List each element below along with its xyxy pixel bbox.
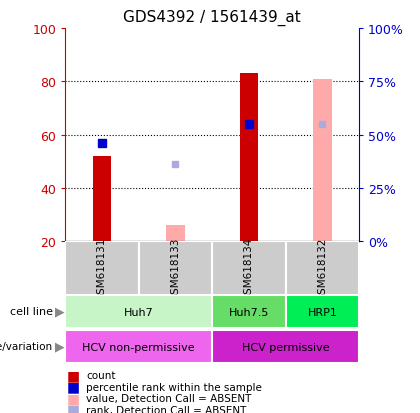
Text: GSM618133: GSM618133 (171, 237, 180, 300)
Text: rank, Detection Call = ABSENT: rank, Detection Call = ABSENT (86, 405, 247, 413)
Text: HCV permissive: HCV permissive (242, 342, 329, 352)
Bar (166, 225, 184, 242)
Bar (139, 242, 212, 295)
Bar (93, 157, 111, 242)
Text: ■: ■ (66, 380, 79, 394)
Text: GSM618131: GSM618131 (97, 237, 107, 300)
Bar (313, 79, 331, 242)
Text: HCV non-permissive: HCV non-permissive (82, 342, 195, 352)
Bar (212, 242, 286, 295)
Text: genotype/variation: genotype/variation (0, 341, 52, 351)
Bar (212, 330, 359, 363)
Text: ■: ■ (66, 391, 79, 405)
Bar (65, 242, 139, 295)
Text: Huh7: Huh7 (124, 307, 153, 317)
Bar (65, 295, 212, 328)
Bar (286, 295, 359, 328)
Bar (240, 74, 258, 242)
Text: cell line: cell line (10, 306, 52, 316)
Title: GDS4392 / 1561439_at: GDS4392 / 1561439_at (123, 10, 301, 26)
Text: ■: ■ (66, 368, 79, 382)
Text: percentile rank within the sample: percentile rank within the sample (86, 382, 262, 392)
Text: ▶: ▶ (55, 339, 65, 353)
Text: value, Detection Call = ABSENT: value, Detection Call = ABSENT (86, 393, 252, 403)
Bar (65, 330, 212, 363)
Text: Huh7.5: Huh7.5 (228, 307, 269, 317)
Text: GSM618132: GSM618132 (318, 237, 327, 300)
Bar (212, 295, 286, 328)
Bar (286, 242, 359, 295)
Text: ▶: ▶ (55, 304, 65, 318)
Text: ■: ■ (66, 403, 79, 413)
Text: GSM618134: GSM618134 (244, 237, 254, 300)
Text: count: count (86, 370, 116, 380)
Text: HRP1: HRP1 (307, 307, 337, 317)
